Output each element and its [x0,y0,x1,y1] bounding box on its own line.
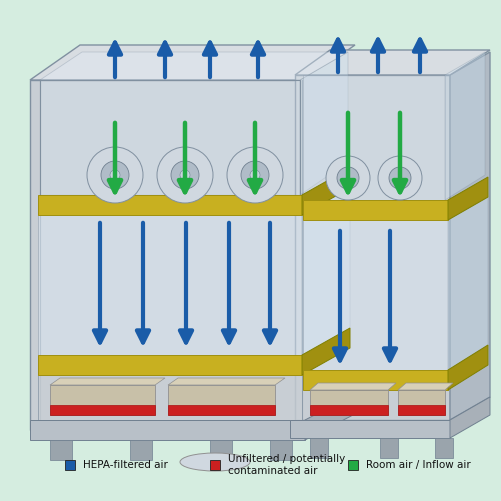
Polygon shape [302,188,350,355]
Polygon shape [310,383,396,390]
Polygon shape [305,55,355,430]
Polygon shape [40,52,348,80]
Polygon shape [448,197,488,370]
Bar [210,460,220,470]
Polygon shape [40,80,300,195]
Bar [348,460,358,470]
Ellipse shape [180,453,250,471]
Polygon shape [303,75,445,200]
Polygon shape [168,405,275,415]
Polygon shape [398,405,445,415]
Polygon shape [38,195,302,215]
Polygon shape [295,50,490,75]
Polygon shape [448,345,488,390]
Polygon shape [50,405,155,415]
Polygon shape [30,420,305,440]
Polygon shape [450,397,490,438]
Polygon shape [30,80,305,430]
Polygon shape [310,405,388,415]
Circle shape [227,147,283,203]
Circle shape [157,147,213,203]
Polygon shape [310,390,388,415]
Polygon shape [270,440,292,460]
Circle shape [101,161,129,189]
Polygon shape [450,52,490,420]
Polygon shape [305,395,353,440]
Circle shape [389,167,411,189]
Circle shape [378,156,422,200]
Circle shape [326,156,370,200]
Text: Unfiltered / potentially
contaminated air: Unfiltered / potentially contaminated ai… [228,454,345,476]
Circle shape [180,170,190,180]
Polygon shape [310,438,328,458]
Polygon shape [210,440,232,460]
Polygon shape [50,378,165,385]
Circle shape [87,147,143,203]
Polygon shape [168,385,275,415]
Polygon shape [398,383,453,390]
Polygon shape [380,438,398,458]
Polygon shape [38,355,302,375]
Polygon shape [295,75,450,420]
Polygon shape [290,420,450,438]
Text: Room air / Inflow air: Room air / Inflow air [366,460,470,470]
Polygon shape [303,370,448,390]
Polygon shape [302,168,350,215]
Polygon shape [168,378,285,385]
Polygon shape [303,200,448,220]
Polygon shape [38,215,302,355]
Text: HEPA-filtered air: HEPA-filtered air [83,460,167,470]
Circle shape [110,170,120,180]
Polygon shape [448,177,488,220]
Polygon shape [445,52,485,200]
Polygon shape [300,52,348,195]
Polygon shape [38,375,302,420]
Polygon shape [30,45,355,80]
Circle shape [241,161,269,189]
Circle shape [337,167,359,189]
Polygon shape [130,440,152,460]
Polygon shape [398,390,445,415]
Circle shape [250,170,260,180]
Polygon shape [303,220,448,370]
Bar [65,460,75,470]
Polygon shape [302,328,350,375]
Polygon shape [50,385,155,415]
Polygon shape [435,438,453,458]
Polygon shape [50,440,72,460]
Circle shape [171,161,199,189]
